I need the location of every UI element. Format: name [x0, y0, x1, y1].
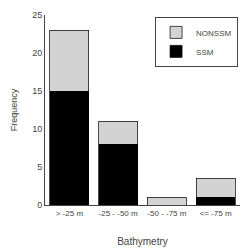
svg-text:15: 15	[32, 86, 42, 96]
svg-text:> -25 m: > -25 m	[56, 209, 84, 218]
svg-text:0: 0	[37, 200, 42, 210]
svg-text:-25 - -50 m: -25 - -50 m	[99, 209, 138, 218]
svg-text:<= -75 m: <= -75 m	[200, 209, 232, 218]
svg-text:10: 10	[32, 124, 42, 134]
svg-text:5: 5	[37, 162, 42, 172]
svg-text:NONSSM: NONSSM	[196, 29, 231, 38]
svg-text:-50 - -75 m: -50 - -75 m	[147, 209, 186, 218]
svg-text:Bathymetry: Bathymetry	[117, 236, 168, 247]
svg-text:SSM: SSM	[196, 48, 214, 57]
svg-text:25: 25	[32, 10, 42, 20]
svg-text:Frequency: Frequency	[9, 88, 19, 131]
svg-text:20: 20	[32, 48, 42, 58]
